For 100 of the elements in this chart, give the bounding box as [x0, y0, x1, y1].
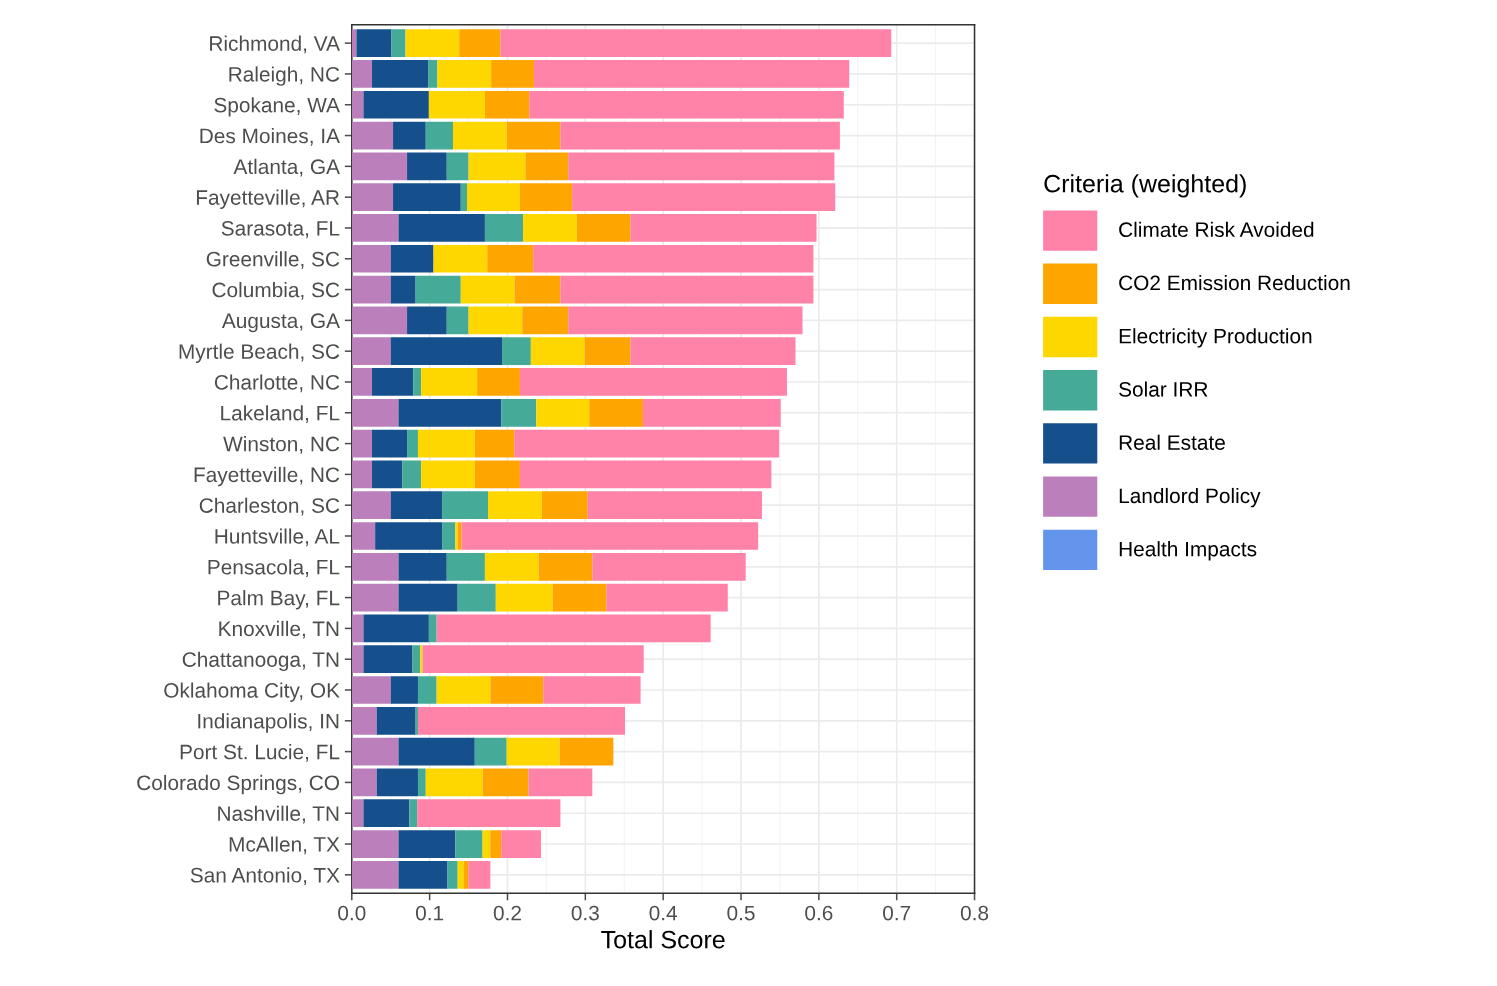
legend-label: Health Impacts	[1119, 541, 1257, 561]
bar	[482, 830, 491, 858]
bar	[391, 29, 406, 57]
bar	[351, 737, 399, 766]
bar	[417, 706, 626, 735]
x-tick-label: 0.1	[415, 905, 444, 921]
bar	[390, 275, 416, 304]
bar	[398, 398, 502, 427]
y-tick-label: Columbia, SC	[212, 282, 340, 300]
bar	[421, 460, 475, 489]
bar	[425, 768, 483, 797]
bar	[523, 214, 577, 242]
bar	[482, 768, 529, 797]
bar	[376, 768, 418, 797]
y-tick-label: Huntsville, AL	[215, 528, 340, 547]
bar	[457, 860, 464, 889]
y-tick-label: Winston, NC	[223, 436, 340, 454]
bar	[412, 645, 421, 674]
y-tick-label: Sarasota, FL	[221, 220, 340, 239]
bar	[420, 645, 423, 674]
bar	[533, 60, 850, 88]
bar	[415, 275, 461, 304]
legend-label: CO2 Emission Reduction	[1119, 274, 1350, 291]
bar	[457, 583, 496, 612]
bar	[351, 398, 399, 427]
bar	[417, 799, 561, 828]
bar	[460, 275, 515, 304]
bar	[351, 368, 373, 396]
bar	[459, 29, 501, 57]
bar	[522, 306, 569, 335]
bar	[402, 460, 422, 489]
y-tick-label: Port St. Lucie, FL	[180, 744, 340, 762]
bar	[398, 552, 447, 581]
y-tick-label: Charlotte, NC	[214, 374, 340, 393]
bar	[363, 614, 429, 643]
bar	[407, 306, 447, 335]
bar	[467, 183, 520, 212]
y-tick-label: Chattanooga, TN	[182, 651, 339, 672]
x-tick-label: 0.3	[571, 905, 599, 921]
bar	[351, 522, 376, 550]
bar	[514, 429, 780, 458]
bar	[351, 645, 364, 674]
bar	[351, 860, 399, 889]
bar	[351, 275, 391, 304]
bar	[409, 799, 418, 828]
bar	[407, 429, 418, 458]
bar	[398, 830, 456, 858]
bar	[390, 491, 443, 520]
bar	[630, 337, 796, 366]
bar	[351, 152, 408, 181]
bar	[519, 460, 772, 489]
bar	[372, 429, 408, 458]
y-tick-label: Colorado Springs, CO	[137, 774, 339, 795]
bar	[446, 306, 469, 335]
bar	[363, 90, 429, 119]
y-tick-label: Raleigh, NC	[229, 66, 340, 86]
bar	[398, 583, 458, 612]
bar	[436, 614, 711, 643]
bar	[502, 337, 531, 366]
bar	[474, 737, 507, 766]
bar	[393, 121, 426, 150]
y-tick-label: Charleston, SC	[199, 497, 340, 516]
y-tick-label: Indianapolis, IN	[198, 713, 339, 733]
bar	[460, 183, 467, 212]
bar	[589, 398, 643, 427]
bar	[506, 737, 560, 766]
bar	[568, 306, 803, 335]
bar	[490, 830, 502, 858]
bar	[398, 214, 485, 242]
bar	[488, 491, 542, 520]
bar	[351, 60, 373, 88]
bar	[538, 552, 593, 581]
bar	[484, 90, 530, 119]
bar	[351, 614, 364, 643]
bar	[422, 645, 644, 674]
bar	[428, 60, 438, 88]
bar	[351, 121, 394, 150]
bar	[351, 830, 399, 858]
bar	[398, 737, 475, 766]
bar	[552, 583, 607, 612]
bar	[390, 337, 503, 366]
bar	[421, 368, 478, 396]
y-tick-label: Knoxville, TN	[219, 620, 339, 639]
bar	[500, 29, 892, 57]
legend-label: Solar IRR	[1119, 381, 1208, 397]
x-tick-label: 0.2	[493, 905, 521, 921]
bar	[559, 737, 614, 766]
legend-label: Climate Risk Avoided	[1119, 221, 1314, 238]
bar	[468, 152, 526, 181]
bar	[351, 583, 399, 612]
bar	[363, 645, 413, 674]
x-tick-label: 0.5	[727, 905, 755, 921]
bar	[606, 583, 728, 612]
bar	[363, 799, 410, 828]
bar	[568, 152, 835, 181]
bar	[428, 90, 485, 119]
y-tick-label: Pensacola, FL	[208, 559, 340, 578]
bar	[407, 152, 447, 181]
bar	[351, 244, 391, 273]
bar	[560, 121, 840, 150]
